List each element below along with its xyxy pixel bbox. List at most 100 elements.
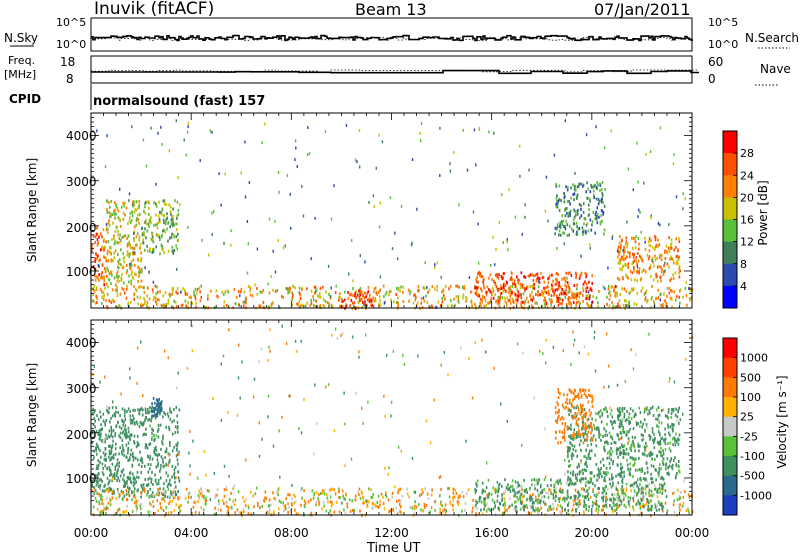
power-cell (130, 264, 133, 268)
power-cell (110, 246, 112, 250)
velocity-cell (590, 480, 592, 484)
velocity-cell (651, 457, 653, 461)
power-cell (172, 222, 174, 226)
velocity-cell (652, 414, 655, 417)
power-cell (133, 292, 136, 296)
power-cell (439, 126, 441, 130)
velocity-cell (639, 476, 642, 480)
velocity-cell (457, 500, 460, 504)
velocity-cell (137, 458, 139, 462)
power-cell (565, 185, 567, 189)
velocity-cell (313, 452, 315, 456)
velocity-cell (602, 457, 604, 461)
velocity-cell (107, 506, 109, 510)
power-cell (577, 212, 579, 216)
cpid-text: normalsound (fast) 157 (93, 94, 265, 109)
velocity-cell (338, 496, 340, 499)
velocity-cell (595, 444, 598, 448)
power-cell (385, 290, 388, 294)
velocity-cell (291, 484, 293, 487)
power-cell (632, 288, 634, 292)
velocity-cell (623, 415, 626, 419)
velocity-cell (574, 488, 577, 492)
velocity-cell (164, 455, 166, 459)
power-cell (595, 296, 598, 300)
velocity-cell (423, 502, 426, 506)
velocity-cell (417, 354, 419, 358)
velocity-cell (594, 484, 596, 488)
velocity-cell (116, 470, 118, 474)
power-cell (516, 275, 518, 279)
velocity-cell (586, 494, 589, 498)
power-cell (478, 294, 481, 298)
velocity-cell (444, 503, 447, 507)
power-cell (494, 283, 497, 287)
power-cell (111, 238, 113, 241)
power-cell (198, 286, 201, 290)
velocity-cell (597, 487, 599, 490)
velocity-cell (247, 511, 250, 515)
velocity-cell (145, 427, 147, 431)
power-cell (121, 287, 123, 291)
power-cell (618, 250, 620, 254)
velocity-cell (133, 490, 135, 494)
velocity-cell (609, 412, 612, 416)
velocity-cell (552, 345, 555, 349)
power-cell (516, 299, 519, 303)
velocity-cell (537, 509, 539, 513)
power-cell (574, 188, 577, 192)
velocity-cell (392, 349, 395, 353)
power-cell (160, 212, 163, 216)
velocity-cell (582, 487, 585, 491)
velocity-cell (615, 485, 618, 489)
velocity-cell (358, 487, 361, 491)
velocity-cell (425, 503, 428, 507)
power-cell (555, 205, 558, 209)
power-cell (535, 273, 537, 277)
power-cell (94, 301, 97, 305)
velocity-cell (595, 412, 597, 416)
velocity-cell (597, 478, 600, 481)
power-cell (633, 266, 635, 269)
power-cell (629, 269, 632, 273)
velocity-cell (618, 425, 620, 429)
power-cell (169, 294, 171, 298)
power-cell (108, 272, 110, 276)
power-cell (492, 289, 495, 293)
power-cell (609, 294, 612, 297)
power-cell (182, 287, 184, 291)
velocity-cell (572, 453, 575, 457)
velocity-cell (625, 487, 628, 491)
power-cell (135, 208, 138, 212)
power-cell (569, 214, 571, 217)
power-cell (537, 285, 540, 289)
power-cell (498, 305, 501, 309)
velocity-cell (148, 418, 151, 422)
velocity-cell (674, 456, 676, 460)
power-cell (653, 300, 655, 304)
power-cell (142, 138, 145, 142)
velocity-cell (108, 480, 110, 484)
power-cell (256, 247, 259, 251)
velocity-cell (240, 511, 243, 515)
power-cell (359, 297, 362, 301)
velocity-cell (657, 417, 659, 421)
velocity-cell (612, 420, 614, 424)
velocity-cell (174, 490, 177, 494)
velocity-cell (156, 403, 159, 407)
velocity-cell (234, 511, 236, 515)
power-cell (209, 129, 211, 133)
power-cell (306, 287, 308, 291)
velocity-cell (147, 407, 149, 411)
power-cell (678, 267, 680, 271)
power-cell (338, 298, 340, 302)
power-cell (177, 232, 179, 236)
power-cell (175, 244, 177, 248)
power-cell (155, 223, 157, 227)
velocity-cell (115, 410, 117, 414)
power-cell (673, 248, 675, 252)
velocity-cell (163, 411, 165, 415)
velocity-cell (584, 388, 587, 392)
velocity-cell (131, 414, 134, 418)
velocity-cell (167, 356, 169, 360)
